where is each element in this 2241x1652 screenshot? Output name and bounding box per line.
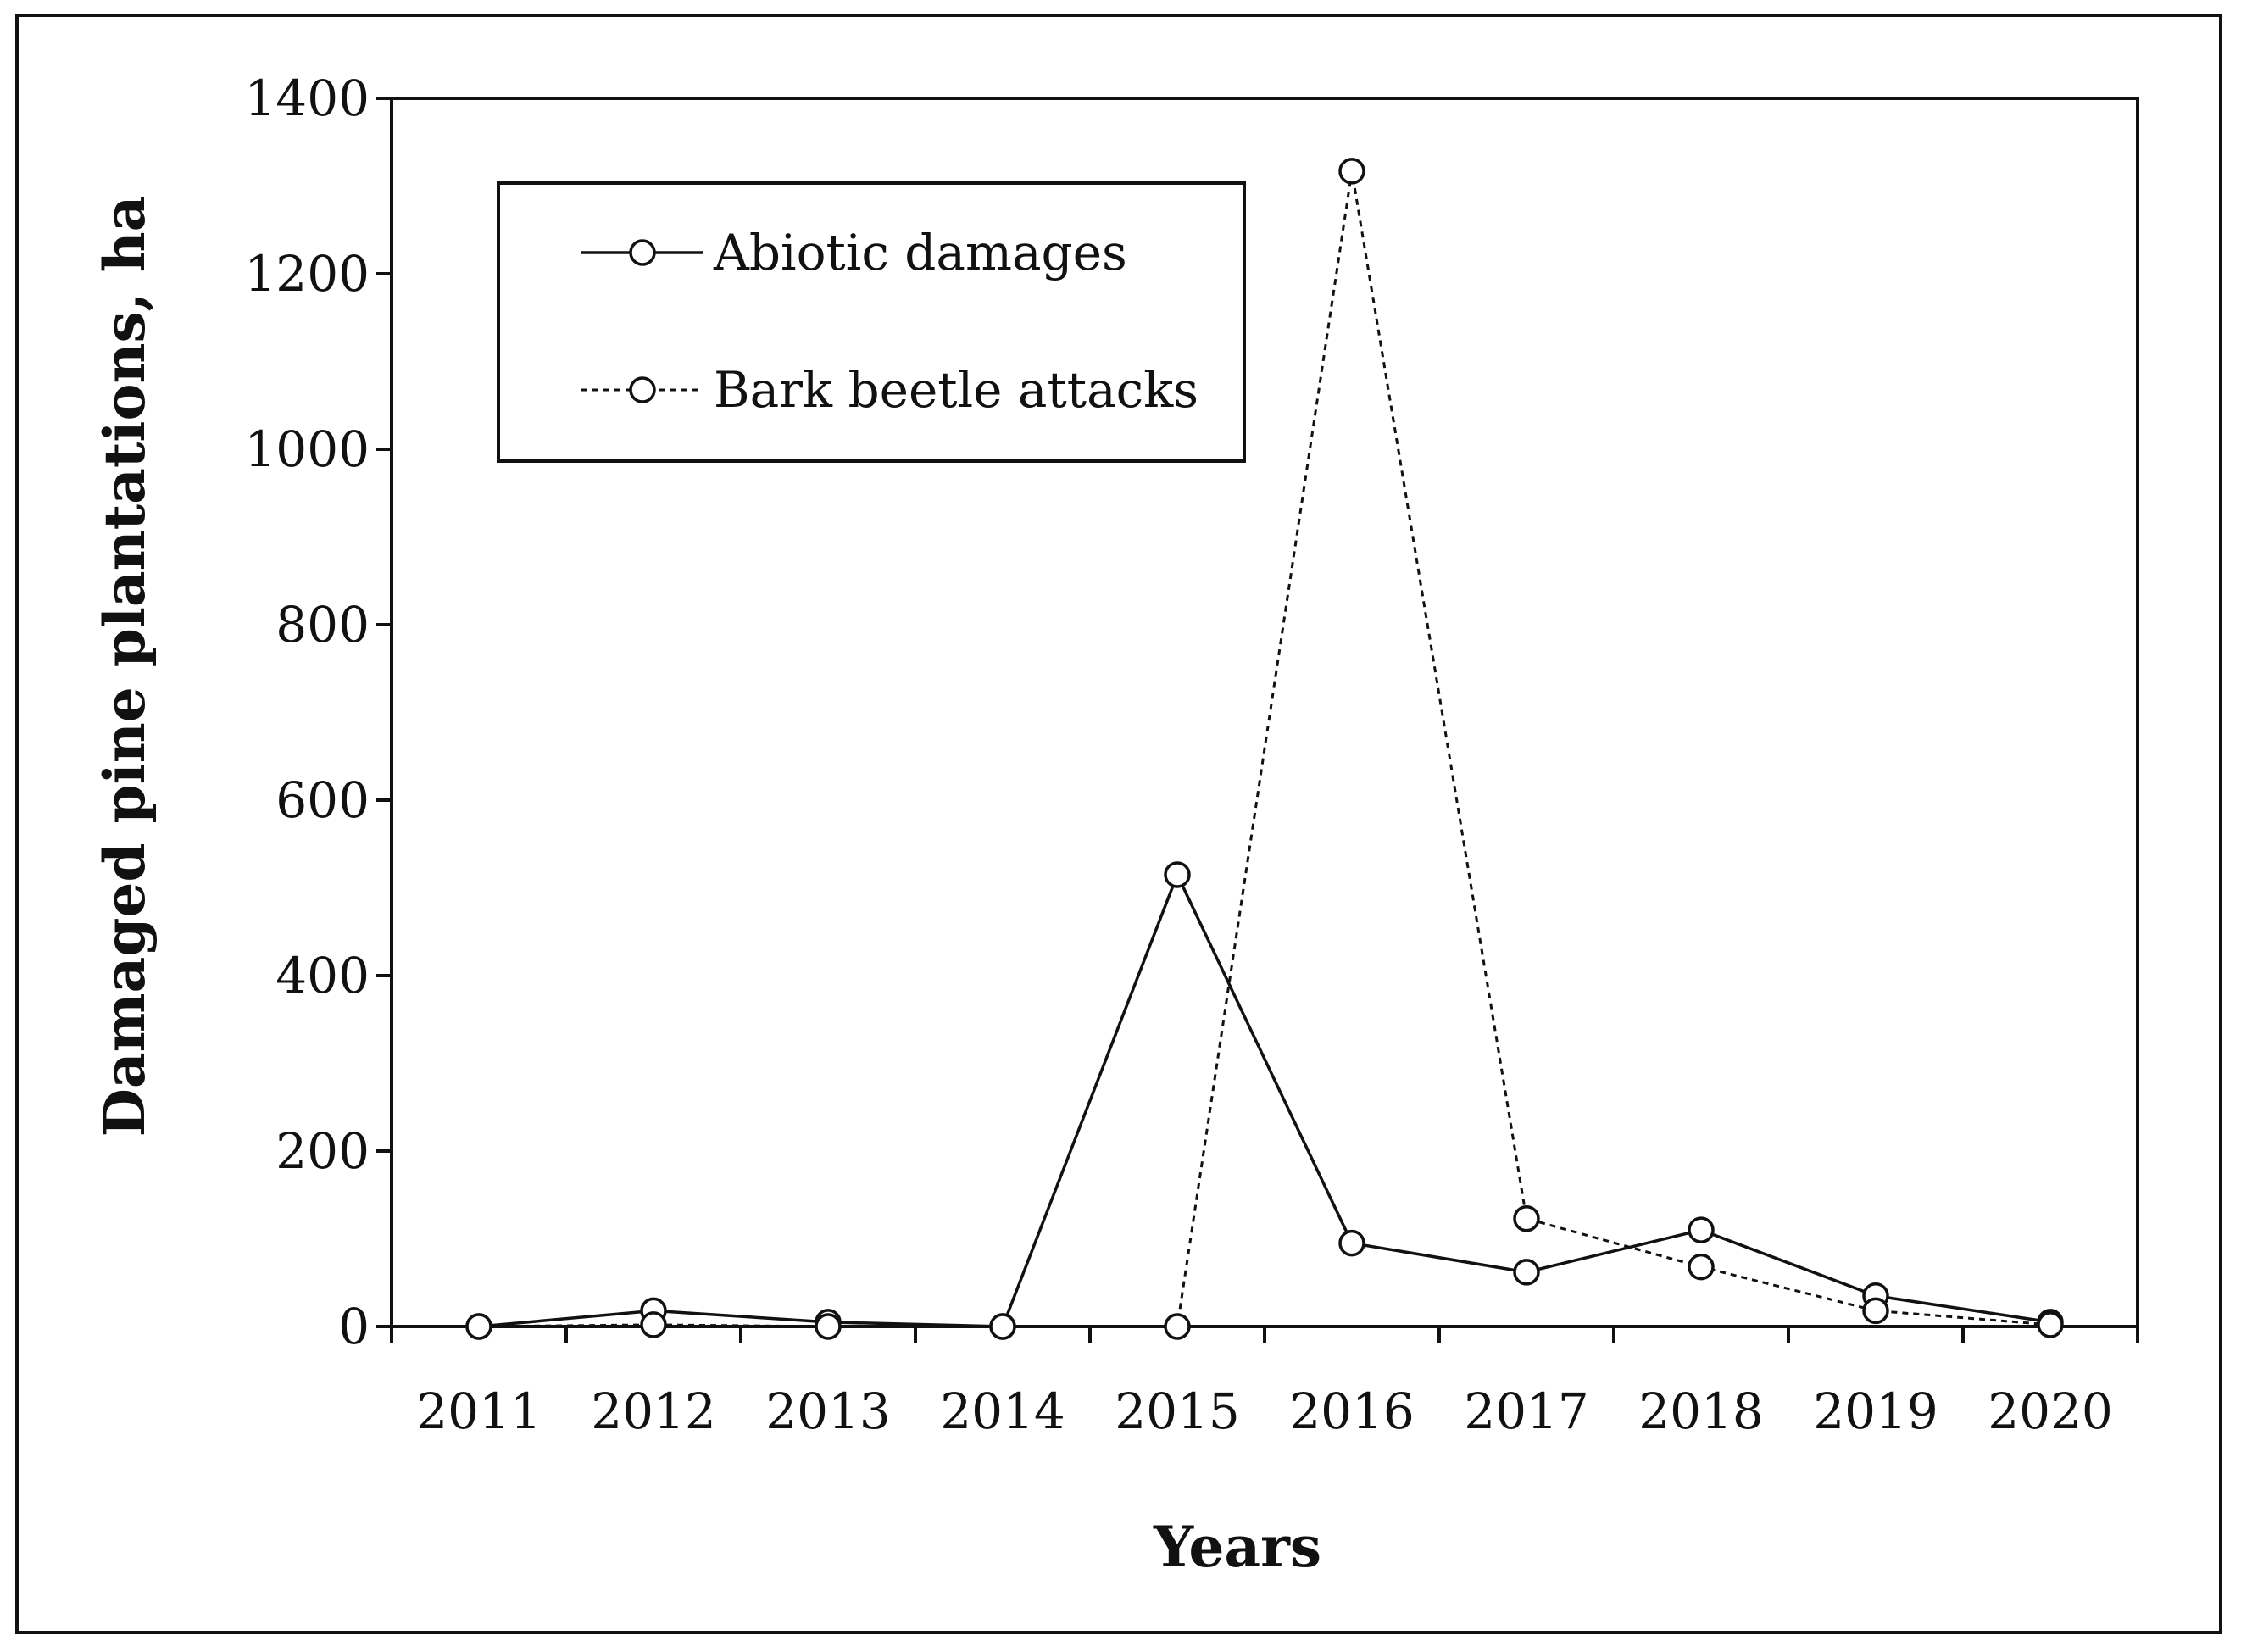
series-line-1 [478, 870, 2051, 1328]
x-tick-label: 2015 [1115, 1382, 1240, 1440]
x-tick-label: 2018 [1638, 1382, 1764, 1440]
y-tick-label: 0 [338, 1298, 370, 1355]
series-2-point [1164, 1313, 1191, 1340]
series-1-point [1688, 1216, 1715, 1243]
series-2-point [989, 1313, 1016, 1340]
series-line-2 [478, 170, 2051, 1328]
y-tick-label: 400 [275, 947, 370, 1004]
legend-marker-1 [629, 239, 656, 266]
x-tick-label: 2016 [1289, 1382, 1415, 1440]
series-2-point [640, 1311, 667, 1338]
x-axis-title: Years [1153, 1514, 1321, 1580]
series-1-point [1338, 1229, 1365, 1257]
series-2-point [465, 1313, 492, 1340]
series-2-point [1862, 1297, 1889, 1325]
y-tick-label: 1400 [244, 70, 370, 127]
series-1-point [1164, 861, 1191, 888]
x-tick-label: 2019 [1813, 1382, 1938, 1440]
legend-label-2: Bark beetle attacks [714, 361, 1198, 419]
y-tick-label: 200 [275, 1122, 370, 1180]
x-tick-label: 2012 [591, 1382, 716, 1440]
x-tick-label: 2013 [765, 1382, 891, 1440]
series-2-point [1688, 1253, 1715, 1281]
plot-area: 0 200 400 600 800 1000 1200 1400 2011 2012 2013 201… [244, 70, 2139, 1440]
legend-marker-2 [629, 376, 656, 403]
series-2-point [1338, 158, 1365, 185]
y-tick-label: 1000 [244, 420, 370, 478]
y-axis-title: Damaged pine plantations, ha [92, 196, 158, 1137]
x-tick-label: 2014 [940, 1382, 1065, 1440]
legend-box [497, 181, 1246, 463]
legend-label-1: Abiotic damages [713, 224, 1127, 281]
series-2-point [1513, 1204, 1540, 1232]
series-2-point [815, 1313, 842, 1340]
series-1-point [1513, 1259, 1540, 1286]
y-tick-label: 600 [275, 771, 370, 829]
x-tick-label: 2017 [1464, 1382, 1589, 1440]
x-tick-label: 2020 [1988, 1382, 2113, 1440]
y-tick-label: 800 [275, 596, 370, 654]
x-tick-label: 2011 [416, 1382, 542, 1440]
series-2-point [2037, 1311, 2064, 1338]
y-tick-label: 1200 [244, 245, 370, 303]
legend: Abiotic damages Bark beetle attacks [497, 181, 1246, 463]
